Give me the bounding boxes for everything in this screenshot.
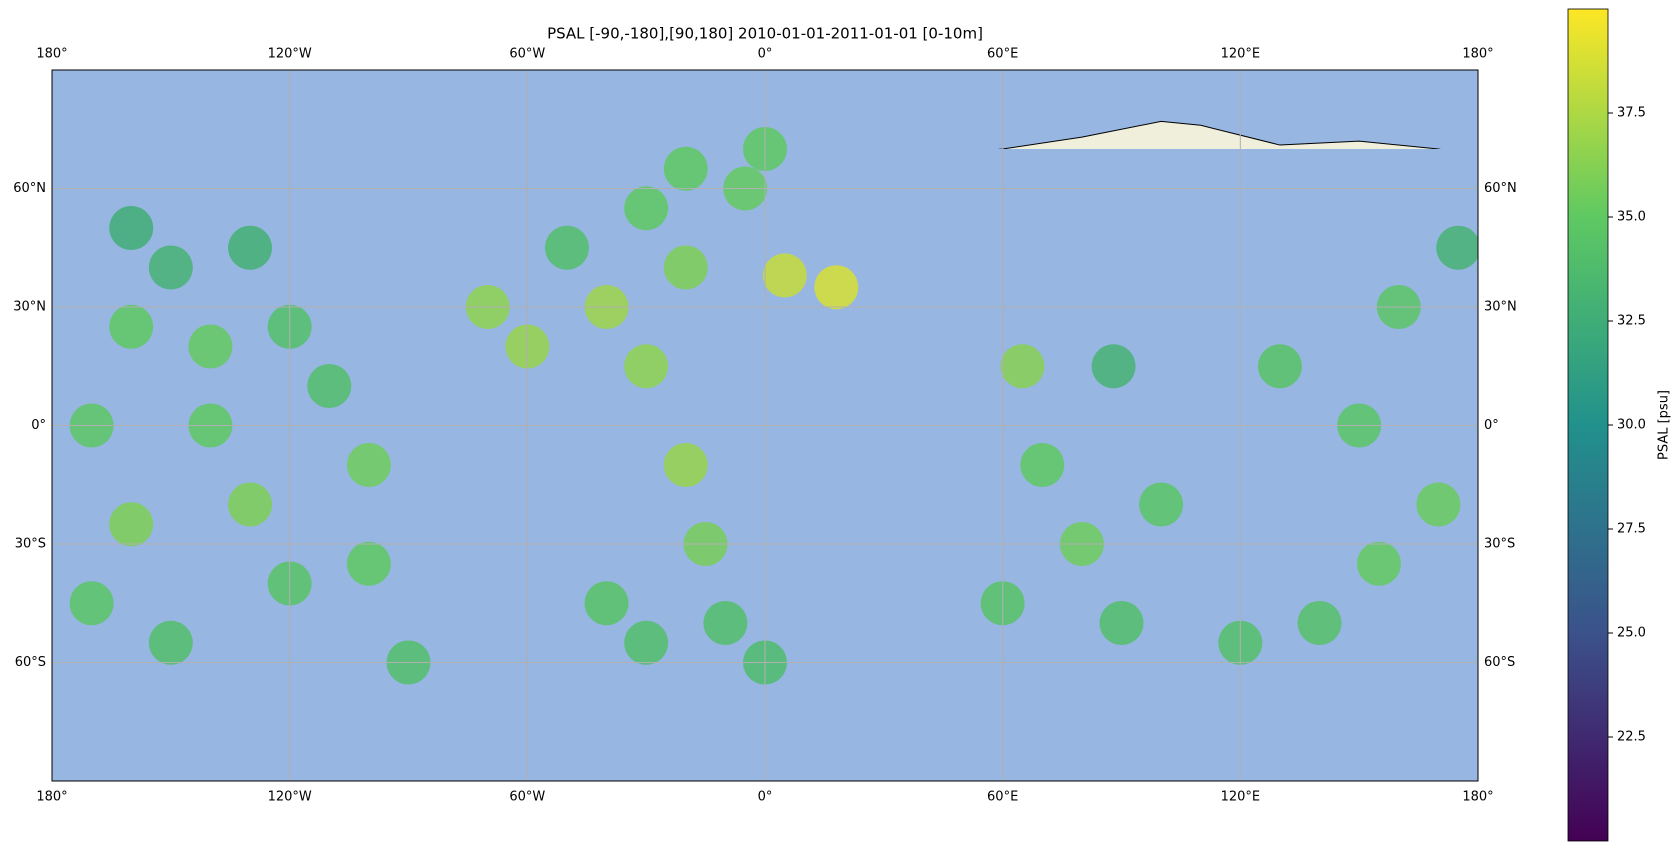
colorbar-tick-label: 30.0 bbox=[1617, 418, 1646, 433]
data-point bbox=[109, 502, 154, 547]
data-point bbox=[663, 443, 708, 487]
colorbar-tick-label: 35.0 bbox=[1617, 210, 1646, 225]
x-tick-label-bottom: 0° bbox=[758, 790, 773, 805]
x-tick-label-top: 120°W bbox=[268, 47, 312, 62]
x-tick-label-bottom: 60°E bbox=[987, 790, 1018, 805]
data-point bbox=[624, 344, 669, 389]
colorbar-tick-label: 22.5 bbox=[1617, 730, 1646, 745]
data-point bbox=[228, 482, 273, 527]
data-point bbox=[762, 253, 807, 298]
y-tick-label-left: 30°N bbox=[13, 300, 46, 315]
data-point bbox=[1416, 482, 1461, 527]
y-tick-label-left: 60°S bbox=[15, 655, 46, 670]
data-point bbox=[1356, 541, 1401, 586]
x-tick-label-bottom: 180° bbox=[1462, 790, 1493, 805]
data-point bbox=[69, 581, 114, 626]
land bbox=[52, 98, 1478, 149]
colorbar bbox=[1567, 8, 1609, 842]
data-point bbox=[663, 146, 708, 191]
data-point bbox=[584, 581, 629, 626]
data-point bbox=[1020, 443, 1065, 487]
x-tick-label-top: 60°W bbox=[509, 47, 545, 62]
y-tick-label-right: 30°N bbox=[1484, 300, 1517, 315]
y-tick-label-right: 60°N bbox=[1484, 181, 1517, 196]
eurasia bbox=[725, 121, 1478, 149]
y-tick-label-right: 60°S bbox=[1484, 655, 1515, 670]
data-point bbox=[663, 245, 708, 290]
y-tick-label-left: 60°N bbox=[13, 181, 46, 196]
data-point bbox=[188, 324, 233, 369]
data-point bbox=[624, 186, 669, 231]
y-tick-label-left: 0° bbox=[31, 418, 46, 433]
x-tick-label-top: 60°E bbox=[987, 47, 1018, 62]
x-tick-label-top: 180° bbox=[1462, 47, 1493, 62]
y-tick-label-right: 0° bbox=[1484, 418, 1499, 433]
data-point bbox=[544, 225, 589, 270]
colorbar-tick-label: 37.5 bbox=[1617, 106, 1646, 121]
x-tick-label-top: 0° bbox=[758, 47, 773, 62]
map-title: PSAL [-90,-180],[90,180] 2010-01-01-2011… bbox=[547, 25, 983, 43]
data-point bbox=[1000, 344, 1045, 389]
x-tick-label-top: 120°E bbox=[1221, 47, 1261, 62]
x-tick-label-bottom: 180° bbox=[36, 790, 67, 805]
data-point bbox=[307, 364, 352, 408]
x-tick-label-top: 180° bbox=[36, 47, 67, 62]
data-point bbox=[148, 620, 193, 665]
data-point bbox=[1091, 344, 1136, 389]
data-points bbox=[69, 127, 1478, 685]
y-tick-label-left: 30°S bbox=[15, 537, 46, 552]
data-point bbox=[346, 541, 391, 586]
x-tick-label-bottom: 120°E bbox=[1221, 790, 1261, 805]
map-frame bbox=[51, 69, 1479, 782]
x-tick-label-bottom: 60°W bbox=[509, 790, 545, 805]
data-point bbox=[228, 225, 273, 270]
data-point bbox=[703, 601, 748, 645]
data-point bbox=[624, 620, 669, 665]
colorbar-tick-label: 27.5 bbox=[1617, 522, 1646, 537]
data-point bbox=[148, 245, 193, 290]
y-tick-label-right: 30°S bbox=[1484, 537, 1515, 552]
x-tick-label-bottom: 120°W bbox=[268, 790, 312, 805]
data-point bbox=[1257, 344, 1302, 389]
colorbar-tick-label: 32.5 bbox=[1617, 314, 1646, 329]
data-point bbox=[814, 265, 859, 310]
colorbar-label: PSAL [psu] bbox=[1657, 390, 1672, 460]
data-point bbox=[346, 443, 391, 487]
data-point bbox=[1099, 601, 1144, 645]
data-point bbox=[109, 304, 154, 349]
data-point bbox=[1297, 601, 1342, 645]
colorbar-tick-label: 25.0 bbox=[1617, 626, 1646, 641]
data-point bbox=[1139, 482, 1184, 527]
data-point bbox=[1436, 225, 1478, 270]
data-point bbox=[109, 206, 154, 250]
